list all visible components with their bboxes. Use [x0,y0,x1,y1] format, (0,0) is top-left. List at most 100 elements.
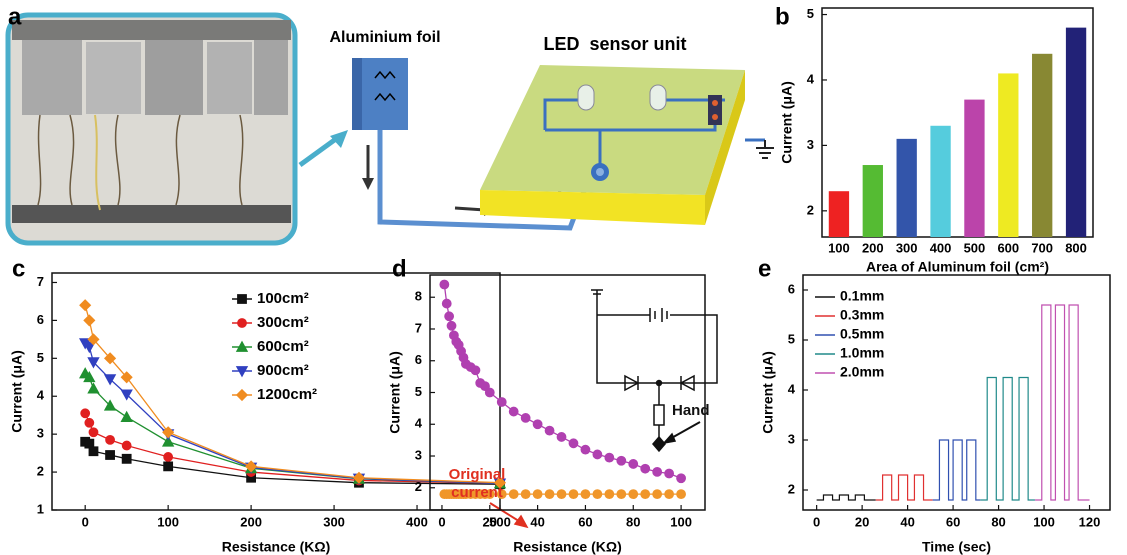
x-tick-label: 400 [406,514,428,529]
figure: a Aluminium foil LED sensor unit b2345Cu… [0,0,1127,555]
marker [471,366,480,375]
x-axis-label: Resistance (KΩ) [222,539,330,555]
x-tick-label: 20 [483,514,497,529]
y-axis-label: Current (μA) [387,351,403,433]
y-tick-label: 3 [37,426,44,441]
y-axis-label: Current (μA) [760,351,776,433]
marker [85,418,94,427]
x-tick-label: 0 [82,514,89,529]
x-tick-label: 600 [997,240,1019,255]
y-tick-label: 5 [415,384,422,399]
y-tick-label: 8 [415,289,422,304]
x-tick-label: 100 [670,514,692,529]
marker [445,312,454,321]
x-tick-label: 300 [896,240,918,255]
marker [485,388,494,397]
marker [89,428,98,437]
x-tick-label: 40 [900,514,914,529]
marker [89,447,98,456]
marker [533,420,542,429]
marker [237,390,248,401]
marker [106,435,115,444]
marker [164,462,173,471]
y-tick-label: 4 [807,71,815,86]
y-tick-label: 6 [788,281,795,296]
marker [84,315,95,326]
unit-label: LED sensor unit [543,34,686,54]
marker [629,459,638,468]
marker [545,426,554,435]
x-axis-label: Time (sec) [922,539,991,555]
x-tick-label: 500 [964,240,986,255]
panel-label: a [8,3,22,30]
x-tick-label: 400 [930,240,952,255]
marker [497,398,506,407]
x-tick-label: 60 [946,514,960,529]
marker [88,383,99,393]
marker [122,441,131,450]
marker [641,464,650,473]
y-tick-label: 4 [415,416,423,431]
marker [238,319,247,328]
series-line [1035,305,1090,500]
marker [440,280,449,289]
x-tick-label: 120 [1079,514,1101,529]
x-axis-label: Resistance (KΩ) [513,539,621,555]
y-tick-label: 6 [37,312,44,327]
marker [557,432,566,441]
bar [1066,28,1086,237]
y-tick-label: 4 [788,381,796,396]
legend-label: 600cm² [257,338,309,355]
marker [533,490,542,499]
legend-label: 100cm² [257,290,309,307]
marker [605,453,614,462]
series-line [876,475,933,500]
marker [81,409,90,418]
marker [164,452,173,461]
foil-label: Aluminium foil [329,29,440,46]
legend-label: 2.0mm [840,364,884,380]
page: a Aluminium foil LED sensor unit b2345Cu… [0,0,1127,555]
x-tick-label: 0 [813,514,820,529]
y-axis-label: Current (μA) [9,350,25,432]
marker [617,456,626,465]
marker [238,295,247,304]
x-tick-label: 100 [828,240,850,255]
marker [509,407,518,416]
marker [106,451,115,460]
y-tick-label: 3 [807,137,814,152]
marker [665,469,674,478]
y-tick-label: 3 [788,431,795,446]
x-tick-label: 800 [1065,240,1087,255]
bar [897,139,917,237]
marker [605,490,614,499]
bar [964,100,984,237]
y-tick-label: 1 [37,501,44,516]
marker [447,321,456,330]
legend-label: 0.5mm [840,326,884,342]
x-tick-label: 0 [438,514,445,529]
panel-label: c [12,255,25,282]
annotation: Hand [672,402,710,420]
marker [442,299,451,308]
marker [653,490,662,499]
y-tick-label: 5 [37,350,44,365]
marker [80,300,91,311]
x-tick-label: 100 [157,514,179,529]
panel-label: d [392,255,407,282]
x-tick-label: 40 [530,514,544,529]
x-tick-label: 100 [1033,514,1055,529]
marker [593,490,602,499]
marker [521,490,530,499]
series-line [980,378,1035,501]
marker [122,454,131,463]
y-tick-label: 3 [415,447,422,462]
y-tick-label: 2 [415,479,422,494]
y-tick-label: 7 [415,320,422,335]
x-tick-label: 700 [1031,240,1053,255]
y-tick-label: 4 [37,388,45,403]
y-tick-label: 6 [415,352,422,367]
legend-label: 0.1mm [840,288,884,304]
marker [569,490,578,499]
x-axis-label: Area of Aluminum foil (cm²) [866,259,1049,275]
